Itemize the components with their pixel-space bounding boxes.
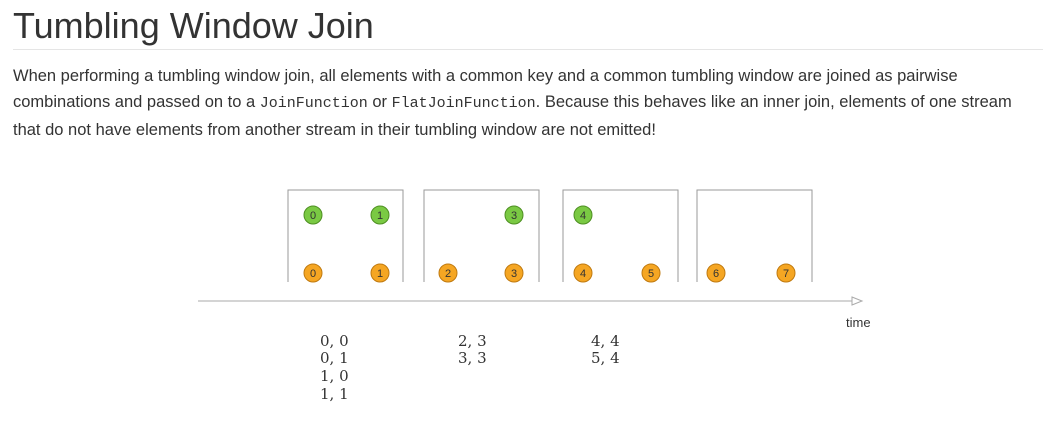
- orange-element-3-label: 3: [511, 268, 517, 280]
- page-title: Tumbling Window Join: [13, 5, 374, 46]
- orange-element-6: [706, 263, 726, 283]
- joined-pair: 5, 4: [591, 349, 620, 367]
- orange-element-3: [504, 263, 524, 283]
- green-element-3-label: 3: [511, 210, 517, 222]
- window-2: 4 4 5: [562, 189, 679, 283]
- orange-element-1-label: 1: [377, 268, 383, 280]
- orange-element-4: [573, 263, 593, 283]
- orange-element-7: [776, 263, 796, 283]
- intro-text-3: . Because this behaves like an inner joi…: [13, 93, 1012, 139]
- green-element-0-label: 0: [310, 210, 316, 222]
- orange-element-6-label: 6: [713, 268, 719, 280]
- joined-pair: 2, 3: [458, 332, 487, 350]
- orange-element-1: [370, 263, 390, 283]
- orange-element-4-label: 4: [580, 268, 586, 280]
- time-axis-arrow-icon: [851, 296, 864, 306]
- green-element-0: [303, 205, 323, 225]
- window-1: 3 2 3: [423, 189, 540, 283]
- orange-element-0: [303, 263, 323, 283]
- green-element-1: [370, 205, 390, 225]
- joined-pair: 0, 0: [320, 332, 349, 350]
- joined-pairs-window-2: 4, 4 5, 4: [591, 332, 620, 367]
- orange-element-2-label: 2: [445, 268, 451, 280]
- joined-pair: 1, 1: [320, 385, 349, 403]
- joined-pair: 1, 0: [320, 367, 349, 385]
- intro-text-2: or: [367, 93, 392, 111]
- title-divider: [13, 49, 1043, 50]
- green-element-4: [573, 205, 593, 225]
- window-3: 6 7: [696, 189, 813, 283]
- time-axis-label: time: [846, 315, 871, 330]
- joined-pairs-window-1: 2, 3 3, 3: [458, 332, 487, 367]
- orange-element-2: [438, 263, 458, 283]
- intro-text-1: When performing a tumbling window join, …: [13, 67, 958, 111]
- orange-element-7-label: 7: [783, 268, 789, 280]
- orange-element-5: [641, 263, 661, 283]
- joined-pair: 3, 3: [458, 349, 487, 367]
- join-function-code: JoinFunction: [259, 95, 368, 112]
- time-axis: time: [198, 296, 871, 330]
- green-element-1-label: 1: [377, 210, 383, 222]
- window-0: 0 1 0 1: [287, 189, 404, 283]
- intro-paragraph: When performing a tumbling window join, …: [13, 63, 1038, 143]
- green-element-3: [504, 205, 524, 225]
- joined-pair: 4, 4: [591, 332, 620, 350]
- joined-pair: 0, 1: [320, 349, 349, 367]
- flat-join-function-code: FlatJoinFunction: [391, 95, 536, 112]
- orange-element-0-label: 0: [310, 268, 316, 280]
- orange-element-5-label: 5: [648, 268, 654, 280]
- joined-pairs-window-0: 0, 0 0, 1 1, 0 1, 1: [320, 332, 349, 403]
- green-element-4-label: 4: [580, 210, 586, 222]
